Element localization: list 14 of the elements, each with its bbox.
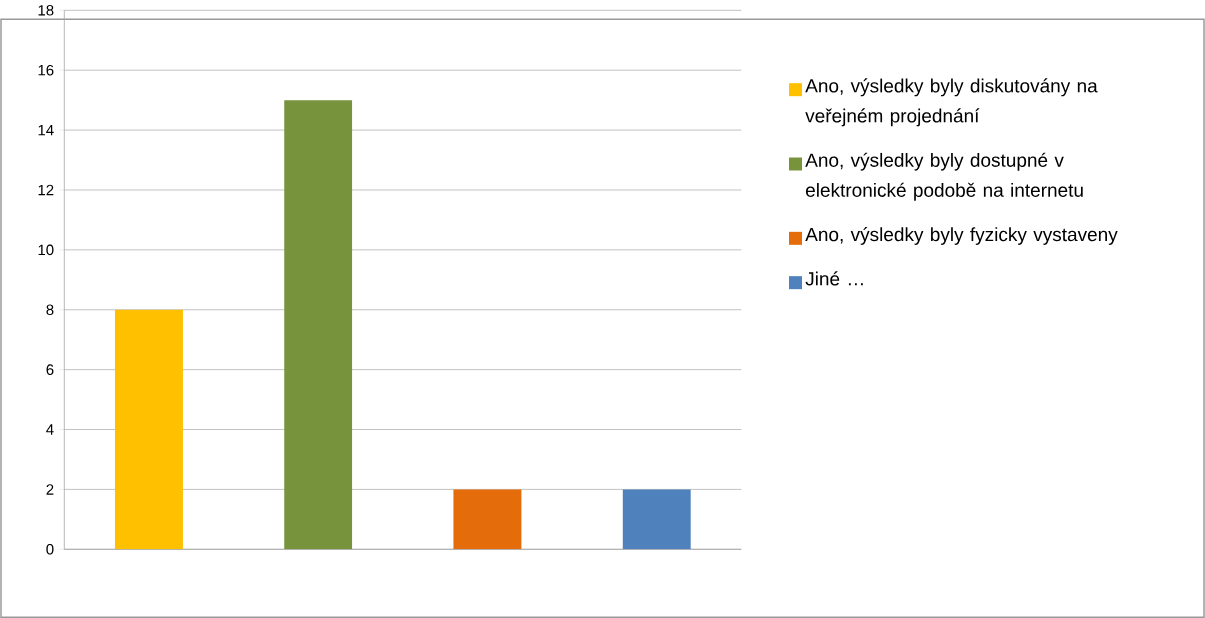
y-tick-label: 14	[38, 124, 54, 136]
y-tick-label: 8	[46, 304, 54, 315]
y-tick-label: 2	[46, 484, 54, 495]
y-tick-label: 12	[38, 184, 54, 196]
legend-label: Ano, výsledky byly fyzicky vystaveny	[805, 226, 1118, 245]
legend-label: Ano, výsledky byly dostupné v elektronické podobě na internetu	[805, 152, 1083, 201]
legend-label: Jiné …	[805, 271, 863, 286]
y-tick-label: 16	[38, 64, 54, 76]
y-tick-label: 4	[46, 424, 54, 435]
y-tick-label: 18	[38, 4, 54, 16]
y-tick-label: 6	[46, 364, 54, 375]
legend-label: Ano, výsledky byly diskutovány na veřejném projednání	[805, 78, 1098, 127]
y-tick-label: 0	[46, 543, 54, 555]
y-tick-label: 10	[38, 244, 54, 256]
